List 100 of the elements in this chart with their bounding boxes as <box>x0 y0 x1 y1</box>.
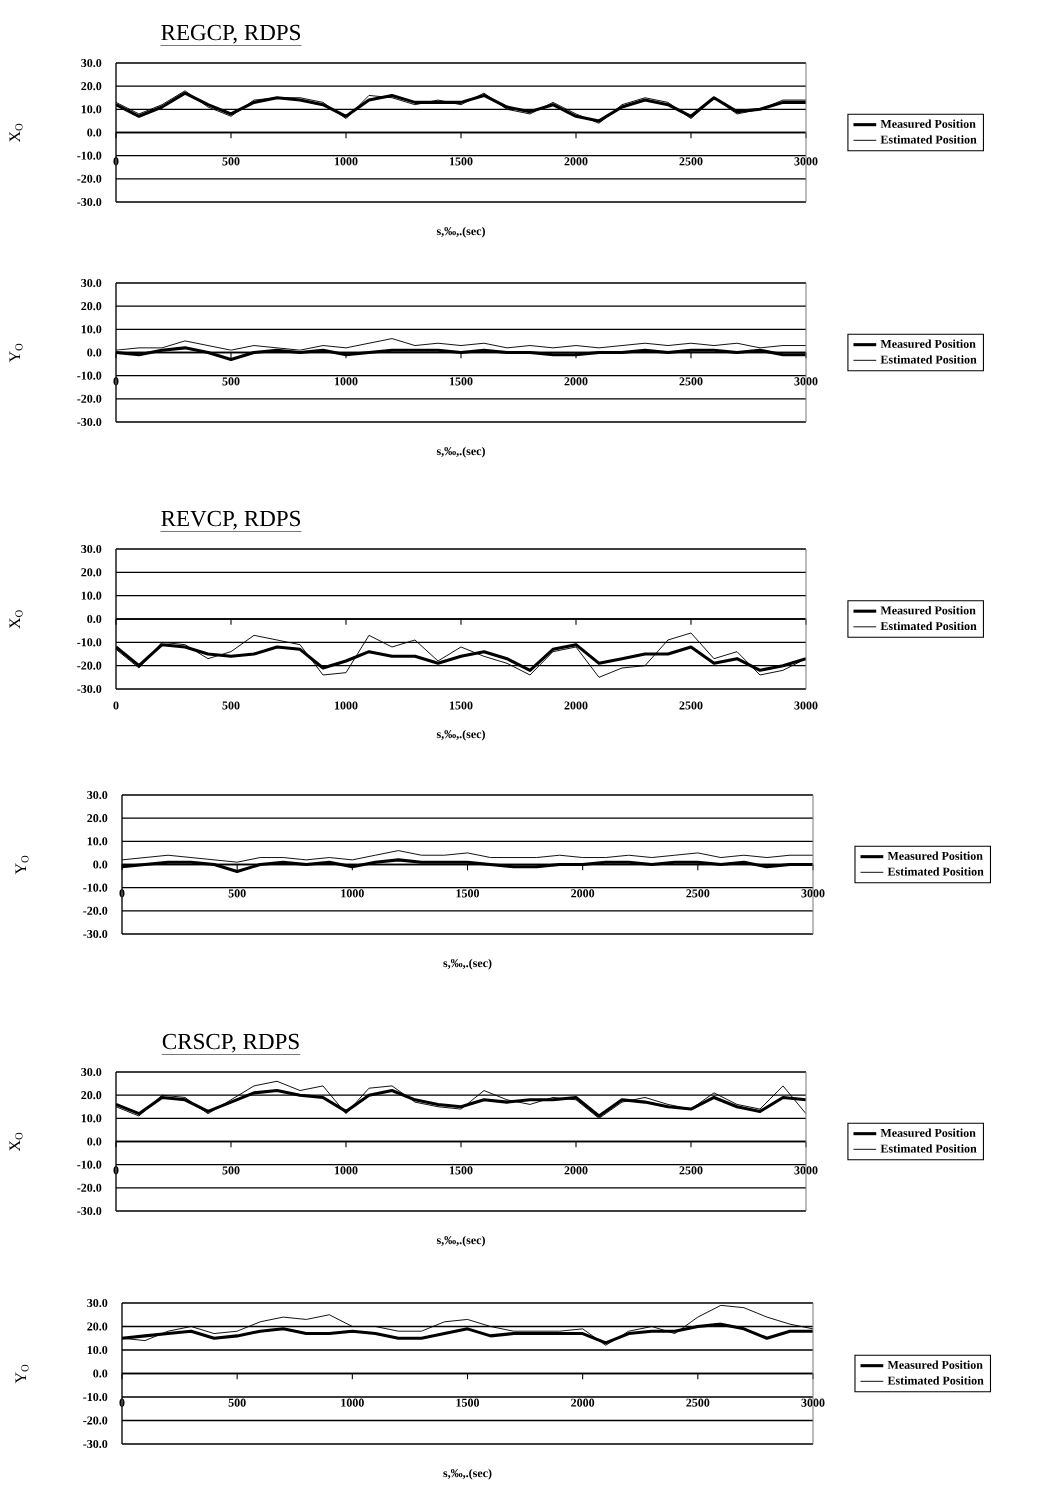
x-tick-label: 2000 <box>564 377 588 386</box>
x-tick-label: 500 <box>222 701 240 710</box>
y-tick-label: -20.0 <box>83 1416 108 1425</box>
x-tick-label: 3000 <box>794 701 818 710</box>
x-tick-label: 1500 <box>449 701 473 710</box>
legend-label: Estimated Position <box>880 135 977 144</box>
x-tick-label: 1000 <box>341 1398 364 1407</box>
y-tick-label: 20.0 <box>81 302 102 311</box>
x-tick-label: 0 <box>113 701 119 710</box>
y-tick-label: 20.0 <box>81 82 102 91</box>
x-tick-label: 500 <box>222 1166 240 1175</box>
y-tick-label: -30.0 <box>77 197 102 207</box>
legend-label: Estimated Position <box>887 1376 984 1385</box>
y-tick-label: -30.0 <box>83 1439 108 1449</box>
y-tick-label: 30.0 <box>81 278 102 288</box>
legend-label: Estimated Position <box>880 621 977 631</box>
y-tick-label: -10.0 <box>83 883 108 892</box>
chart-title: CRSCP, RDPS <box>162 1033 299 1053</box>
y-tick-label: 20.0 <box>81 1091 102 1100</box>
x-tick-label: 1500 <box>456 1398 480 1407</box>
x-tick-label: 2500 <box>679 157 703 166</box>
x-tick-label: 1500 <box>449 1166 473 1175</box>
x-tick-label: 2000 <box>564 157 588 166</box>
x-tick-label: 1500 <box>456 889 480 898</box>
y-tick-label: 20.0 <box>81 568 102 577</box>
x-axis-title: s,‰,.(sec) <box>436 729 485 741</box>
y-tick-label: 10.0 <box>87 1345 108 1355</box>
y-tick-label: -30.0 <box>83 929 108 939</box>
legend-label: Estimated Position <box>880 1144 977 1153</box>
x-axis-title: s,‰,.(sec) <box>436 1235 485 1247</box>
x-tick-label: 1000 <box>341 889 364 898</box>
legend-label: Estimated Position <box>887 867 984 876</box>
x-tick-label: 3000 <box>801 889 825 898</box>
legend-label: Measured Position <box>880 606 976 615</box>
x-tick-label: 500 <box>228 889 246 898</box>
x-tick-label: 2500 <box>679 377 703 386</box>
x-axis-title: s,‰,.(sec) <box>443 1468 492 1480</box>
y-tick-label: 30.0 <box>81 58 102 68</box>
x-axis-title: s,‰,.(sec) <box>436 226 485 238</box>
legend-label: Measured Position <box>880 1128 976 1137</box>
y-tick-label: -30.0 <box>77 684 102 694</box>
x-tick-label: 3000 <box>794 377 818 386</box>
y-tick-label: -30.0 <box>77 417 102 427</box>
legend-label: Measured Position <box>880 119 976 128</box>
y-tick-label: 0.0 <box>87 1137 102 1146</box>
x-axis-title: s,‰,.(sec) <box>443 958 492 970</box>
y-axis-title: Y$_{O}$ <box>15 855 29 875</box>
y-axis-title: Y$_{O}$ <box>15 1364 29 1384</box>
x-tick-label: 1000 <box>334 377 358 386</box>
y-tick-label: -10.0 <box>77 638 102 647</box>
y-tick-label: 0.0 <box>93 1369 108 1378</box>
y-tick-label: -20.0 <box>77 174 102 183</box>
x-tick-label: 1000 <box>334 701 358 710</box>
x-tick-label: 1500 <box>449 157 473 166</box>
y-tick-label: -20.0 <box>77 1183 102 1192</box>
x-tick-label: 2500 <box>679 1166 703 1175</box>
y-tick-label: -30.0 <box>77 1206 102 1216</box>
y-tick-label: 0.0 <box>87 348 102 357</box>
y-tick-label: 30.0 <box>81 1067 102 1077</box>
y-tick-label: -10.0 <box>77 1160 102 1169</box>
y-tick-label: 10.0 <box>81 1114 102 1123</box>
y-tick-label: 30.0 <box>81 544 102 554</box>
y-tick-label: 10.0 <box>81 591 102 600</box>
y-tick-label: 30.0 <box>87 790 108 800</box>
x-tick-label: 500 <box>222 157 240 166</box>
x-tick-label: 1000 <box>334 157 358 166</box>
x-tick-label: 2500 <box>686 1398 710 1407</box>
y-tick-label: 20.0 <box>87 1322 108 1331</box>
y-tick-label: -20.0 <box>77 661 102 670</box>
y-axis-title: X$_{O}$ <box>9 123 23 143</box>
x-tick-label: 1500 <box>449 377 473 386</box>
legend-label: Measured Position <box>880 339 976 348</box>
x-tick-label: 2000 <box>564 1166 588 1175</box>
x-axis-title: s,‰,.(sec) <box>436 446 485 458</box>
y-tick-label: 20.0 <box>87 814 108 823</box>
y-axis-title: X$_{O}$ <box>9 610 23 629</box>
x-tick-label: 1000 <box>334 1166 358 1175</box>
y-tick-label: 10.0 <box>87 837 108 846</box>
x-tick-label: 2000 <box>571 889 595 898</box>
chart-title: REVCP, RDPS <box>161 510 301 530</box>
y-tick-label: -20.0 <box>83 906 108 915</box>
chart-title: REGCP, RDPS <box>161 24 301 44</box>
legend-label: Measured Position <box>887 1360 983 1369</box>
x-tick-label: 2000 <box>571 1398 595 1407</box>
y-tick-label: 30.0 <box>87 1298 108 1308</box>
x-tick-label: 2000 <box>564 701 588 710</box>
x-tick-label: 3000 <box>794 1166 818 1175</box>
x-tick-label: 500 <box>222 377 240 386</box>
y-tick-label: -10.0 <box>77 371 102 380</box>
y-tick-label: 0.0 <box>87 128 102 137</box>
x-tick-label: 2500 <box>679 701 703 710</box>
x-tick-label: 3000 <box>794 157 818 166</box>
y-axis-title: Y$_{O}$ <box>9 343 23 363</box>
x-tick-label: 500 <box>228 1398 246 1407</box>
y-tick-label: 10.0 <box>81 105 102 114</box>
y-tick-label: -10.0 <box>83 1392 108 1402</box>
y-tick-label: -10.0 <box>77 151 102 160</box>
legend-label: Estimated Position <box>880 355 977 364</box>
y-tick-label: 0.0 <box>87 614 102 624</box>
y-tick-label: -20.0 <box>77 394 102 403</box>
